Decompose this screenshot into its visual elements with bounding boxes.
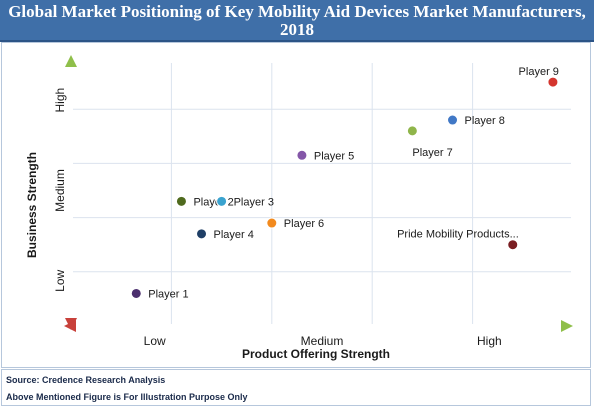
positioning-chart: Low Medium High Low Medium High Product Offer… [25,55,573,361]
data-point-6: Player 6 [266,217,324,230]
grid-lines [73,63,571,324]
point-label: Player 1 [148,288,188,300]
x-axis-label: Product Offering Strength [242,347,390,361]
y-axis-label: Business Strength [25,152,39,258]
chart-title: Global Market Positioning of Key Mobilit… [8,2,586,39]
y-axis-arrow-up [65,55,77,67]
chart-frame [1,42,591,368]
point-marker [130,287,142,299]
data-point-1: Player 1 [130,287,189,300]
point-marker [296,149,308,161]
chart-footer: Source: Credence Research Analysis Above… [1,369,591,406]
y-tick-label: Medium [53,169,67,212]
x-tick-label: Low [144,334,166,348]
source-note: Source: Credence Research Analysis [6,375,166,385]
point-marker [447,114,459,126]
y-tick-label: Low [53,269,67,291]
point-label: Player 7 [412,147,452,159]
point-label: Player 8 [465,115,505,127]
data-point-3: Player 3 [216,195,274,208]
point-label: Player 6 [284,218,324,230]
point-label: Player 9 [519,66,559,78]
data-point-7: Player 7 [406,125,453,159]
data-point-9: Player 9 [519,66,559,88]
point-label: Pride Mobility Products... [397,229,519,241]
axes [64,55,573,332]
x-axis-arrow-right [561,320,573,332]
x-tick-label: Medium [301,334,344,348]
chart-header: Global Market Positioning of Key Mobilit… [0,0,594,42]
data-point-8: Player 8 [447,114,505,127]
illustration-note: Above Mentioned Figure is For Illustrati… [6,392,248,402]
point-label: Player 5 [314,150,354,162]
point-marker [216,195,228,207]
point-label: Player 2 [193,196,233,208]
data-point-10: Pride Mobility Products... [397,229,519,251]
point-label: Player 3 [234,196,274,208]
point-marker [266,217,278,229]
point-marker [507,239,519,251]
x-tick-label: High [477,334,502,348]
data-point-5: Player 5 [296,149,354,162]
data-point-4: Player 4 [196,228,254,241]
y-tick-label: High [53,88,67,113]
point-marker [175,195,187,207]
x-axis-arrow-left [64,320,76,332]
point-label: Player 4 [214,229,254,241]
point-marker [406,125,418,137]
point-marker [547,76,559,88]
point-marker [196,228,208,240]
